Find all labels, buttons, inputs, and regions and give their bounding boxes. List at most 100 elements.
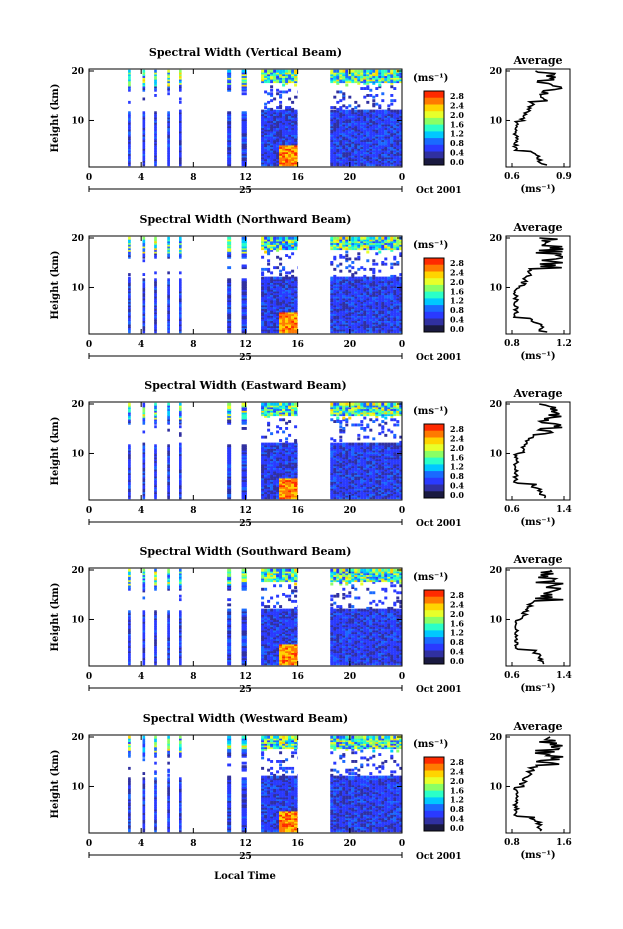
heatmap-cell	[357, 159, 361, 163]
heatmap-cell	[387, 139, 391, 142]
heatmap-cell	[279, 236, 283, 240]
heatmap-cell	[297, 446, 298, 449]
heatmap-cell	[276, 146, 280, 149]
heatmap-cell	[261, 273, 265, 276]
colorbar-tick-label: 0.0	[450, 324, 464, 334]
heatmap-cell	[366, 146, 370, 149]
heatmap-cell	[363, 306, 367, 309]
heatmap-cell	[393, 306, 397, 309]
heatmap-cell	[366, 276, 370, 280]
heatmap-cell	[339, 144, 343, 148]
heatmap-cell	[396, 137, 400, 141]
heatmap-cell	[154, 326, 157, 330]
heatmap-cell	[291, 252, 295, 256]
heatmap-cell	[273, 288, 277, 292]
heatmap-cell	[339, 255, 343, 259]
heatmap-cell	[351, 485, 355, 489]
heatmap-cell	[282, 73, 286, 77]
heatmap-cell	[333, 330, 337, 334]
heatmap-cell	[348, 130, 352, 134]
heatmap-cell	[330, 240, 334, 244]
heatmap-cell	[333, 159, 337, 163]
heatmap-cell	[179, 140, 182, 144]
heatmap-cell	[294, 325, 298, 328]
heatmap-cell	[279, 449, 283, 453]
heatmap-cell	[285, 459, 289, 463]
heatmap-cell	[330, 151, 334, 154]
heatmap-cell	[179, 433, 182, 437]
heatmap-cell	[348, 243, 352, 247]
heatmap-cell	[390, 281, 394, 285]
heatmap-cell	[348, 125, 352, 129]
heatmap-cell	[375, 75, 379, 78]
heatmap-cell	[363, 133, 367, 137]
heatmap-cell	[154, 80, 157, 84]
heatmap-cell	[261, 323, 265, 327]
heatmap-cell	[276, 466, 280, 470]
heatmap-cell	[261, 316, 265, 320]
heatmap-cell	[390, 309, 394, 313]
heatmap-cell	[288, 76, 292, 80]
heatmap-cell	[348, 326, 352, 330]
heatmap-cell	[342, 494, 346, 498]
heatmap-cell	[330, 78, 334, 82]
heatmap-cell	[227, 300, 232, 304]
heatmap-cell	[294, 316, 298, 320]
heatmap-cell	[291, 69, 295, 73]
heatmap-cell	[390, 287, 394, 290]
heatmap-cell	[294, 295, 298, 299]
heatmap-cell	[381, 243, 385, 247]
heatmap-cell	[179, 485, 182, 489]
heatmap-cell	[282, 307, 286, 311]
heatmap-cell	[339, 326, 343, 330]
heatmap-cell	[285, 446, 289, 449]
heatmap-cell	[384, 158, 388, 161]
heatmap-cell	[339, 152, 343, 156]
heatmap-cell	[351, 146, 355, 149]
heatmap-cell	[294, 413, 298, 417]
heatmap-cell	[128, 158, 131, 161]
heatmap-cell	[396, 293, 400, 297]
average-y-tick-label: 20	[489, 67, 502, 77]
heatmap-cell	[128, 287, 131, 290]
heatmap-cell	[378, 158, 382, 161]
heatmap-cell	[179, 80, 182, 84]
heatmap-cell	[342, 295, 346, 299]
heatmap-cell	[167, 118, 170, 122]
heatmap-cell	[375, 133, 379, 137]
heatmap-cell	[393, 154, 397, 158]
heatmap-cell	[345, 242, 349, 245]
heatmap-cell	[381, 76, 385, 80]
heatmap-cell	[167, 492, 170, 496]
heatmap-cell	[357, 290, 361, 294]
heatmap-cell	[291, 278, 295, 282]
heatmap-cell	[288, 470, 292, 474]
heatmap-cell	[345, 446, 349, 449]
heatmap-cell	[363, 242, 367, 245]
heatmap-cell	[396, 142, 400, 146]
heatmap-cell	[393, 330, 397, 334]
heatmap-cell	[351, 472, 355, 475]
heatmap-cell	[279, 496, 283, 500]
heatmap-cell	[393, 159, 397, 163]
heatmap-cell	[154, 75, 157, 78]
heatmap-cell	[294, 480, 298, 484]
heatmap-cell	[396, 159, 400, 163]
heatmap-cell	[288, 278, 292, 282]
heatmap-cell	[333, 283, 337, 287]
heatmap-cell	[264, 149, 268, 153]
heatmap-cell	[264, 109, 268, 113]
heatmap-cell	[261, 288, 265, 292]
heatmap-cell	[342, 402, 346, 406]
heatmap-cell	[336, 402, 340, 406]
heatmap-cell	[399, 299, 402, 302]
heatmap-cell	[342, 492, 346, 496]
heatmap-cell	[154, 323, 157, 327]
heatmap-cell	[363, 109, 367, 113]
heatmap-cell	[363, 323, 367, 327]
heatmap-cell	[297, 299, 298, 302]
heatmap-cell	[372, 159, 376, 163]
heatmap-cell	[167, 485, 170, 489]
heatmap-cell	[384, 80, 388, 84]
heatmap-cell	[179, 113, 182, 116]
